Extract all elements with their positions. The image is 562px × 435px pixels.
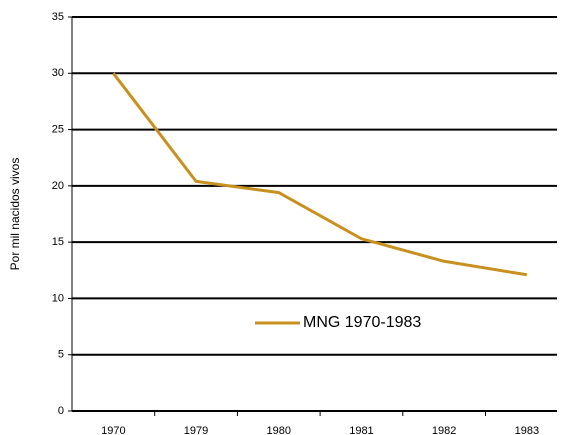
- x-tick-label: 1982: [432, 425, 456, 435]
- x-tick-label: 1981: [349, 425, 373, 435]
- line-series: [112, 72, 528, 277]
- y-tick-label: 30: [52, 67, 64, 79]
- legend-label: MNG 1970-1983: [303, 314, 421, 331]
- y-tick-label: 25: [52, 123, 64, 135]
- y-tick-label: 35: [52, 11, 64, 23]
- y-tick-label: 5: [58, 349, 64, 361]
- x-tick-label: 1970: [101, 425, 125, 435]
- y-tick-label: 20: [52, 180, 64, 192]
- y-tick-label: 0: [58, 405, 64, 417]
- y-tick-label: 15: [52, 236, 64, 248]
- y-tick-label: 10: [52, 292, 64, 304]
- y-axis-label: Por mil nacidos vivos: [8, 158, 22, 271]
- x-tick-label: 1979: [184, 425, 208, 435]
- x-tick-label: 1983: [515, 425, 539, 435]
- x-tick-label: 1980: [267, 425, 291, 435]
